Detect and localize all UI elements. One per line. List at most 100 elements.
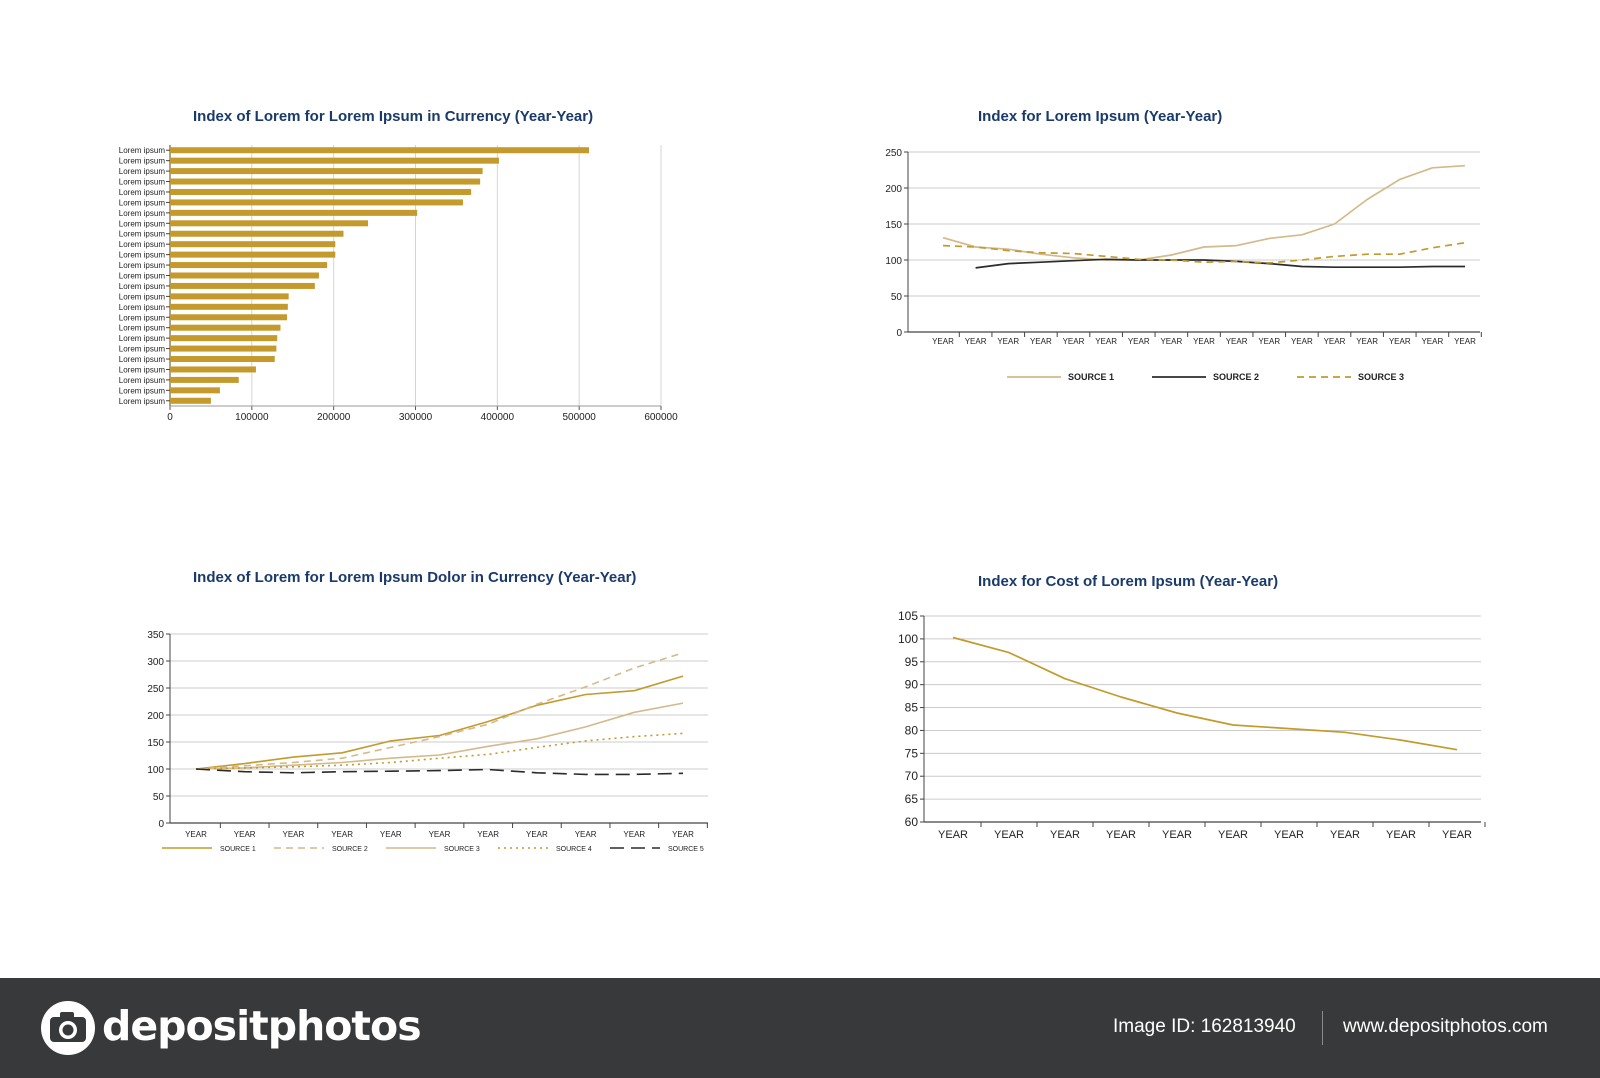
x-tick-label: 400000 bbox=[481, 412, 515, 423]
logo-wordmark: depositphotos bbox=[102, 1002, 422, 1050]
x-tick-label: YEAR bbox=[1454, 337, 1476, 346]
x-tick-label: YEAR bbox=[234, 830, 256, 839]
x-tick-label: YEAR bbox=[1389, 337, 1411, 346]
series-line-3 bbox=[195, 702, 684, 770]
x-tick-label: YEAR bbox=[1330, 829, 1360, 841]
y-tick-label: 50 bbox=[891, 292, 903, 303]
x-tick-label: YEAR bbox=[1193, 337, 1215, 346]
line-chart-2: 0 50 100 150 200 250 300 350 YEAR YEAR YEAR YEAR YEA… bbox=[147, 630, 708, 853]
y-tick-label: 80 bbox=[905, 723, 919, 737]
bar bbox=[170, 366, 256, 373]
category-label: Lorem ipsum bbox=[119, 365, 166, 374]
bar bbox=[170, 209, 418, 216]
bar bbox=[170, 356, 275, 363]
category-label: Lorem ipsum bbox=[119, 386, 166, 395]
y-tick-label: 95 bbox=[905, 655, 919, 669]
bar bbox=[170, 230, 344, 237]
legend-label: SOURCE 5 bbox=[668, 846, 704, 853]
y-tick-label: 0 bbox=[158, 819, 164, 830]
category-label: Lorem ipsum bbox=[119, 240, 166, 249]
site-url-link[interactable]: www.depositphotos.com bbox=[1343, 1016, 1548, 1037]
series-line-1 bbox=[952, 636, 1458, 751]
bar bbox=[170, 387, 220, 394]
y-tick-label: 65 bbox=[905, 792, 919, 806]
x-tick-label: YEAR bbox=[185, 830, 207, 839]
bar bbox=[170, 335, 278, 342]
bar bbox=[170, 188, 472, 195]
bar bbox=[170, 220, 369, 227]
x-tick-label: 500000 bbox=[562, 412, 596, 423]
category-label: Lorem ipsum bbox=[119, 178, 166, 187]
x-tick-label: YEAR bbox=[1128, 337, 1150, 346]
x-tick-label: YEAR bbox=[1160, 337, 1182, 346]
bar bbox=[170, 157, 499, 164]
x-tick-label: YEAR bbox=[938, 829, 968, 841]
category-label: Lorem ipsum bbox=[119, 251, 166, 260]
x-tick-label: YEAR bbox=[1063, 337, 1085, 346]
line-chart-2-title: Index of Lorem for Lorem Ipsum Dolor in … bbox=[193, 569, 637, 586]
category-label: Lorem ipsum bbox=[119, 334, 166, 343]
y-tick-label: 85 bbox=[905, 701, 919, 715]
x-tick-label: YEAR bbox=[1030, 337, 1052, 346]
x-tick-label: 600000 bbox=[644, 412, 678, 423]
y-tick-label: 300 bbox=[147, 657, 164, 668]
footer-bar: depositphotos Image ID: 162813940 www.de… bbox=[0, 978, 1600, 1078]
category-label: Lorem ipsum bbox=[119, 292, 166, 301]
y-tick-label: 350 bbox=[147, 630, 164, 641]
y-tick-label: 150 bbox=[885, 220, 902, 231]
bar bbox=[170, 168, 483, 175]
category-label: Lorem ipsum bbox=[119, 261, 166, 270]
bar bbox=[170, 376, 239, 383]
y-tick-label: 150 bbox=[147, 738, 164, 749]
line-chart-3-title: Index for Cost of Lorem Ipsum (Year-Year… bbox=[978, 573, 1279, 590]
x-tick-label: YEAR bbox=[1258, 337, 1280, 346]
x-tick-label: YEAR bbox=[1162, 829, 1192, 841]
x-tick-label: YEAR bbox=[1442, 829, 1472, 841]
y-tick-label: 250 bbox=[885, 148, 902, 159]
bar bbox=[170, 199, 463, 206]
x-tick-label: 100000 bbox=[235, 412, 269, 423]
legend-label: SOURCE 3 bbox=[1358, 372, 1404, 382]
line-chart-1-title: Index for Lorem Ipsum (Year-Year) bbox=[978, 108, 1223, 125]
x-tick-label: YEAR bbox=[672, 830, 694, 839]
series-line-5 bbox=[195, 768, 684, 776]
x-tick-label: 300000 bbox=[399, 412, 433, 423]
x-tick-label: YEAR bbox=[1386, 829, 1416, 841]
y-tick-label: 75 bbox=[905, 746, 919, 760]
x-tick-label: YEAR bbox=[1095, 337, 1117, 346]
bar bbox=[170, 303, 288, 310]
series-line-2 bbox=[195, 652, 684, 770]
category-label: Lorem ipsum bbox=[119, 146, 166, 155]
category-label: Lorem ipsum bbox=[119, 219, 166, 228]
y-tick-label: 100 bbox=[147, 765, 164, 776]
x-tick-label: YEAR bbox=[623, 830, 645, 839]
x-tick-label: YEAR bbox=[997, 337, 1019, 346]
series-line-1 bbox=[942, 164, 1466, 261]
category-label: Lorem ipsum bbox=[119, 303, 166, 312]
category-label: Lorem ipsum bbox=[119, 272, 166, 281]
x-tick-label: YEAR bbox=[1218, 829, 1248, 841]
x-tick-label: YEAR bbox=[1291, 337, 1313, 346]
category-label: Lorem ipsum bbox=[119, 282, 166, 291]
y-tick-label: 100 bbox=[898, 632, 918, 646]
bar bbox=[170, 282, 315, 289]
bar bbox=[170, 262, 328, 269]
x-tick-label: YEAR bbox=[1050, 829, 1080, 841]
bar bbox=[170, 293, 289, 300]
bar bbox=[170, 397, 211, 404]
bar bbox=[170, 241, 336, 248]
x-tick-label: YEAR bbox=[380, 830, 402, 839]
y-tick-label: 0 bbox=[896, 328, 902, 339]
bar-chart: 0 100000 200000 300000 400000 500000 600000 Lor… bbox=[119, 145, 678, 423]
x-tick-label: 0 bbox=[167, 412, 173, 423]
bar bbox=[170, 314, 288, 321]
bar bbox=[170, 324, 281, 331]
series-line-3 bbox=[942, 241, 1466, 264]
y-tick-label: 250 bbox=[147, 684, 164, 695]
x-tick-label: YEAR bbox=[429, 830, 451, 839]
line-chart-3: 60 65 70 75 80 85 90 95 100 105 YEAR YEAR YEAR YEAR YE… bbox=[898, 609, 1486, 841]
x-tick-label: YEAR bbox=[477, 830, 499, 839]
camera-logo-icon bbox=[41, 1001, 95, 1055]
x-tick-label: YEAR bbox=[1421, 337, 1443, 346]
category-label: Lorem ipsum bbox=[119, 397, 166, 406]
